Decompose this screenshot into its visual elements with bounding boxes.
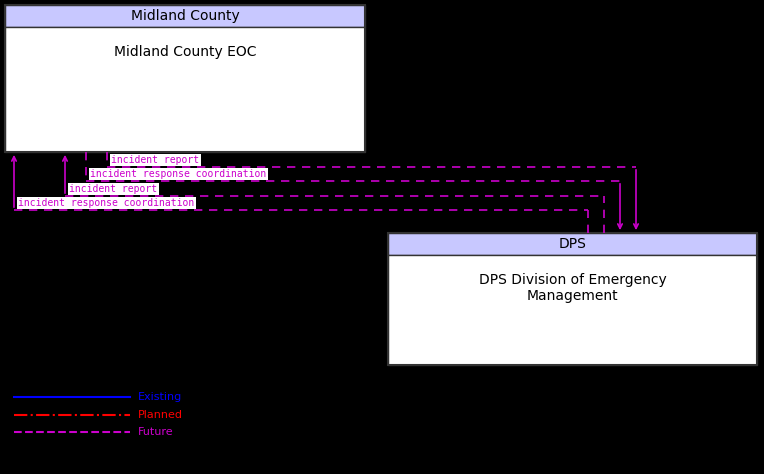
Text: incident response coordination: incident response coordination [18,198,194,208]
Text: DPS Division of Emergency
Management: DPS Division of Emergency Management [478,273,666,303]
Text: incident report: incident report [69,184,157,194]
Text: Planned: Planned [138,410,183,420]
Text: Midland County: Midland County [131,9,239,23]
Bar [5,27,365,152]
Bar [5,5,365,27]
Bar [388,255,757,365]
Text: Existing: Existing [138,392,183,402]
Bar [5,5,365,152]
Text: DPS: DPS [558,237,587,251]
Text: Future: Future [138,427,173,437]
Bar [388,233,757,255]
Text: incident report: incident report [111,155,199,165]
Bar [388,233,757,365]
Text: incident response coordination: incident response coordination [90,169,266,179]
Text: Midland County EOC: Midland County EOC [114,45,256,59]
